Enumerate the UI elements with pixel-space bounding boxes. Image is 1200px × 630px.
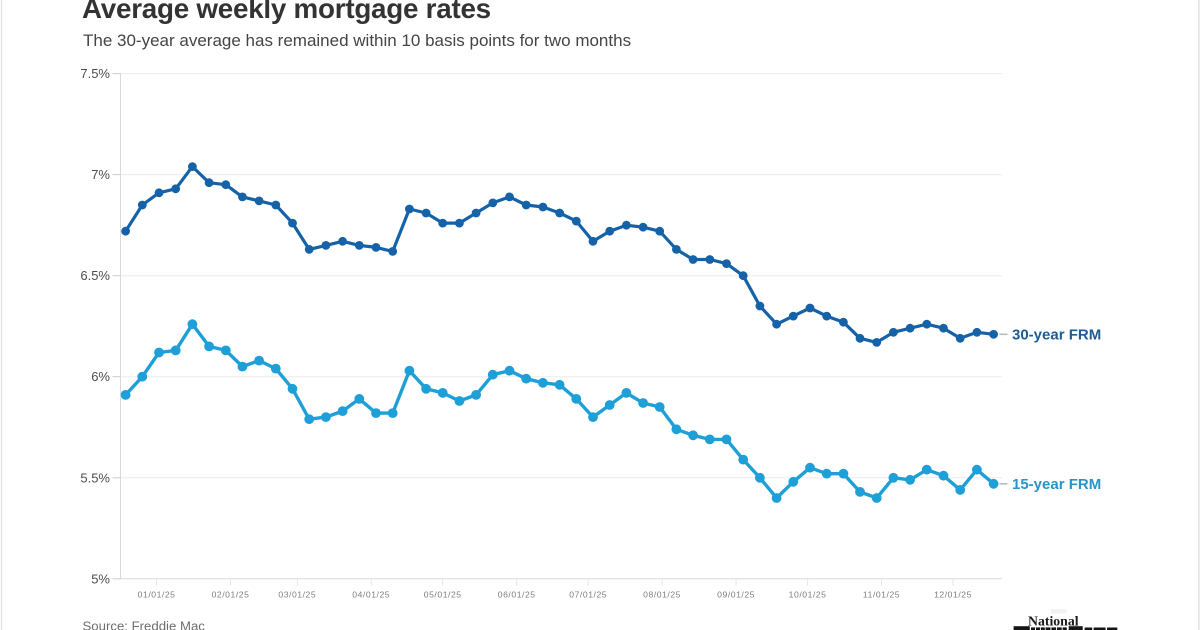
svg-text:05/01/25: 05/01/25 <box>424 590 462 600</box>
svg-text:5%: 5% <box>91 571 110 586</box>
svg-text:11/01/25: 11/01/25 <box>863 590 900 600</box>
svg-text:08/01/25: 08/01/25 <box>643 590 681 600</box>
svg-text:03/01/25: 03/01/25 <box>278 590 316 600</box>
svg-text:30-year FRM: 30-year FRM <box>1012 327 1101 344</box>
svg-text:The 30-year average has remain: The 30-year average has remained within … <box>83 31 631 50</box>
svg-text:15-year FRM: 15-year FRM <box>1012 476 1101 493</box>
svg-text:6.5%: 6.5% <box>80 268 110 283</box>
svg-text:09/01/25: 09/01/25 <box>717 590 755 600</box>
svg-text:5.5%: 5.5% <box>80 470 110 485</box>
svg-text:02/01/25: 02/01/25 <box>212 590 250 600</box>
svg-text:6%: 6% <box>91 369 110 384</box>
svg-text:12/01/25: 12/01/25 <box>934 590 972 600</box>
svg-text:06/01/25: 06/01/25 <box>498 590 536 600</box>
svg-text:07/01/25: 07/01/25 <box>569 590 607 600</box>
svg-text:04/01/25: 04/01/25 <box>352 590 390 600</box>
svg-text:10/01/25: 10/01/25 <box>789 590 827 600</box>
svg-text:Average weekly mortgage rates: Average weekly mortgage rates <box>82 0 491 24</box>
svg-text:National: National <box>1028 614 1079 629</box>
svg-text:01/01/25: 01/01/25 <box>138 590 176 600</box>
svg-text:Source: Freddie Mac: Source: Freddie Mac <box>83 618 206 630</box>
svg-text:7%: 7% <box>91 167 110 182</box>
svg-text:7.5%: 7.5% <box>80 66 110 81</box>
